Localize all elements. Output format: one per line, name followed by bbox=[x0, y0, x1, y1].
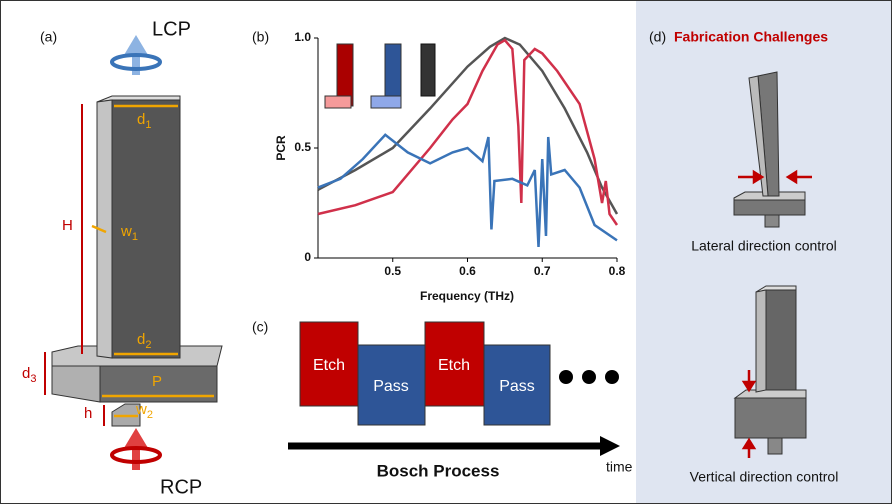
lateral-arrows bbox=[738, 169, 812, 185]
ellipsis-dots bbox=[559, 370, 619, 384]
process-label: Bosch Process bbox=[377, 461, 500, 480]
dim-h-total: H bbox=[62, 217, 73, 234]
pass-block bbox=[357, 344, 426, 426]
vertical-arrows bbox=[741, 370, 757, 458]
step-label: Etch bbox=[438, 357, 470, 374]
etch-block bbox=[424, 321, 485, 407]
pass-block bbox=[483, 344, 551, 426]
y-tick-label: 1.0 bbox=[294, 30, 311, 44]
y-tick-label: 0 bbox=[304, 250, 311, 264]
step-label: Pass bbox=[499, 378, 535, 395]
rcp-rotation bbox=[110, 446, 162, 464]
dim-d1: d1 bbox=[137, 111, 151, 131]
panel-label: (c) bbox=[252, 319, 268, 335]
vertical-diagram bbox=[733, 285, 807, 455]
caption: Lateral direction control bbox=[691, 238, 837, 254]
time-arrowhead bbox=[600, 436, 620, 456]
panel-label: (b) bbox=[252, 29, 269, 45]
step-label: Pass bbox=[373, 378, 409, 395]
line bbox=[317, 133, 618, 248]
rcp-label: RCP bbox=[160, 476, 202, 498]
line bbox=[317, 38, 619, 226]
panel-title: Fabrication Challenges bbox=[674, 29, 828, 45]
dim-w2: w2 bbox=[135, 401, 153, 421]
dim-d2: d2 bbox=[137, 331, 151, 351]
x-tick-label: 0.6 bbox=[459, 264, 476, 278]
caption: Vertical direction control bbox=[690, 469, 839, 485]
lateral-diagram bbox=[733, 71, 806, 228]
time-label: time bbox=[606, 459, 633, 475]
x-tick-label: 0.7 bbox=[534, 264, 551, 278]
dim-d3: d3 bbox=[22, 365, 36, 385]
lcp-rotation bbox=[110, 53, 162, 71]
y-axis-label: PCR bbox=[274, 135, 288, 161]
x-tick-label: 0.5 bbox=[384, 264, 401, 278]
pillar-front bbox=[111, 99, 181, 359]
dim-p: P bbox=[152, 373, 162, 390]
legend-icons bbox=[324, 43, 436, 109]
x-axis-label: Frequency (THz) bbox=[420, 289, 514, 303]
dim-h: h bbox=[84, 405, 92, 422]
etch-block bbox=[299, 321, 359, 407]
panel-label: (a) bbox=[40, 29, 57, 45]
step-label: Etch bbox=[313, 357, 345, 374]
y-tick-label: 0.5 bbox=[294, 140, 311, 154]
line bbox=[317, 36, 619, 215]
dim-w1: w1 bbox=[120, 223, 138, 243]
lcp-label: LCP bbox=[152, 18, 191, 40]
x-tick-label: 0.8 bbox=[609, 264, 626, 278]
panel-label: (d) bbox=[649, 29, 666, 45]
